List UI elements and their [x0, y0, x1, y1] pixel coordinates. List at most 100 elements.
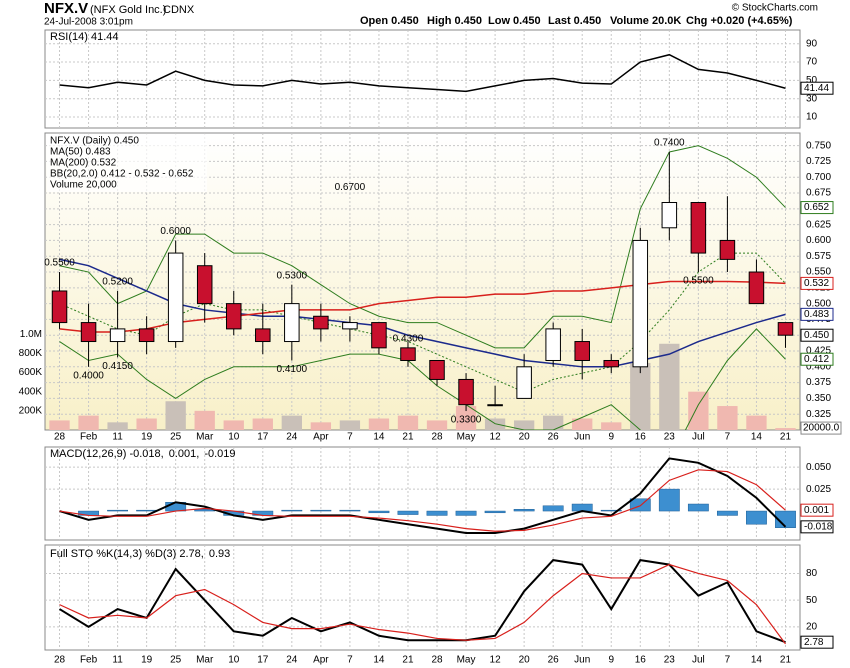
panel: [45, 133, 800, 430]
price-annotation: 0.3300: [451, 415, 482, 426]
last-value-label: 0.483: [804, 309, 829, 320]
date: 24-Jul-2008 3:01pm: [44, 17, 133, 28]
x-tick-label: 28: [431, 655, 443, 666]
candle-body: [574, 341, 590, 361]
x-tick-label: 20: [519, 655, 531, 666]
x-tick-label: 7: [347, 655, 353, 666]
last-value-label: 2.78: [804, 637, 824, 648]
volume-bar: [339, 420, 361, 430]
candle-body: [51, 290, 68, 324]
y-tick-label: 0.425: [806, 346, 831, 357]
candle-body: [284, 303, 300, 343]
x-tick-label: 25: [170, 655, 182, 666]
volume-bar: [746, 415, 767, 430]
candle-body: [80, 322, 97, 343]
y-tick-label: 0.750: [806, 140, 831, 151]
candle-body: [342, 322, 358, 330]
rsi-line: [59, 53, 786, 93]
macd-histogram-bar: [629, 498, 651, 512]
x-tick-label: 24: [286, 655, 298, 666]
volume-bar: [630, 362, 651, 430]
y-tick-label: 0.350: [806, 393, 831, 404]
last-value-label: 0.450: [804, 330, 829, 341]
candle-body: [313, 315, 329, 330]
panel: [45, 30, 800, 128]
price-annotation: 0.4150: [102, 361, 133, 372]
last-value-box: [800, 520, 834, 534]
legend-item: MA(200) 0.532: [50, 158, 117, 169]
x-tick-label: 12: [490, 655, 502, 666]
volume-tick-label: 400K: [19, 386, 43, 397]
volume-bar: [252, 418, 273, 430]
candle-body: [429, 359, 445, 380]
last-value-box: [800, 635, 834, 649]
x-tick-label: 26: [548, 432, 560, 443]
candle-body: [487, 404, 503, 407]
candle-body: [748, 271, 765, 305]
x-tick-label: 17: [257, 432, 269, 443]
legend: RSI(14) 41.44: [50, 31, 118, 43]
macd-histogram-bar: [368, 510, 390, 514]
panel: [45, 545, 800, 650]
x-tick-label: Mar: [196, 432, 214, 443]
last-value-box: [800, 328, 834, 342]
x-tick-label: 21: [780, 432, 792, 443]
x-tick-label: 16: [635, 432, 647, 443]
volume-bar: [194, 410, 215, 430]
volume-bar: [281, 415, 302, 430]
x-tick-label: 9: [608, 655, 614, 666]
volume-bar: [484, 418, 506, 430]
y-tick-label: 0.700: [806, 172, 831, 183]
candle-body: [632, 239, 649, 368]
candle-body: [661, 202, 678, 229]
volume-bar: [49, 420, 70, 430]
x-tick-label: 19: [141, 432, 153, 443]
x-tick-label: Jul: [692, 655, 705, 666]
x-tick-label: 20: [519, 432, 531, 443]
y-tick-label: 0.675: [806, 188, 831, 199]
volume-last-label: 20000.0: [803, 423, 840, 434]
candle-body: [777, 322, 794, 336]
price-annotation: 0.5500: [44, 258, 75, 269]
stochastic-line: [59, 563, 786, 645]
bb-upper: [59, 145, 786, 349]
volume-bar: [78, 415, 99, 430]
panel-frame: [44, 544, 801, 651]
last-value-label: 0.532: [804, 278, 829, 289]
legend-item: NFX.V (Daily) 0.450: [50, 136, 139, 147]
x-tick-label: May: [457, 655, 476, 666]
x-tick-label: 26: [548, 655, 560, 666]
candle-body: [603, 359, 620, 368]
y-tick-label: 50: [806, 595, 818, 606]
legend-item: Volume 20,000: [50, 180, 117, 191]
macd-histogram-bar: [600, 509, 622, 512]
macd-histogram-bar: [426, 510, 448, 516]
x-tick-label: 12: [490, 432, 502, 443]
candle-body: [196, 265, 213, 305]
last-value-box: [800, 352, 834, 366]
volume-bar: [717, 406, 738, 430]
legend-bg: [47, 134, 207, 192]
candle-body: [545, 328, 561, 361]
price-annotation: 0.5300: [277, 270, 308, 281]
x-tick-label: Feb: [80, 655, 98, 666]
last-value-label: 0.001: [804, 505, 829, 516]
last-value-label: 0.652: [804, 202, 829, 213]
candle-body: [138, 328, 155, 343]
price-annotation: 0.5200: [102, 277, 133, 288]
volume-last-box: [800, 421, 842, 435]
legend-item: MACD(12,26,9) -0.018,: [50, 448, 164, 460]
volume-bar: [572, 418, 593, 430]
legend-item: Full STO %K(14,3) %D(3) 2.78,: [50, 548, 204, 560]
macd-histogram-bar: [136, 509, 158, 512]
candle-body: [109, 328, 126, 343]
macd-histogram-bar: [484, 510, 506, 514]
macd-histogram-bar: [513, 509, 535, 512]
price-annotation: 0.4300: [393, 333, 424, 344]
y-tick-label: 0.550: [806, 267, 831, 278]
last-value-label: -0.018: [804, 521, 833, 532]
x-tick-label: 23: [664, 655, 676, 666]
volume-bar: [659, 343, 680, 430]
company-name: (NFX Gold Inc.): [90, 4, 166, 16]
